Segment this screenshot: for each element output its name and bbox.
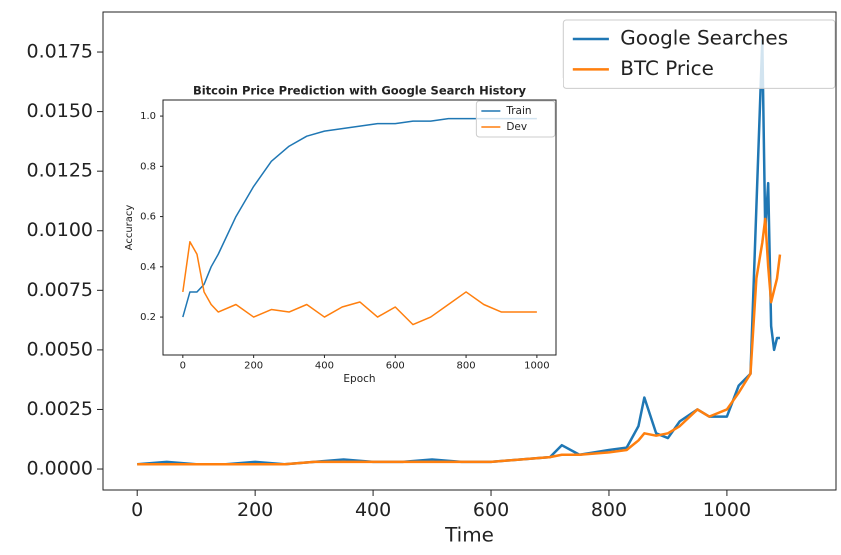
y-tick-label: 0.0100 xyxy=(27,219,93,241)
y-tick-label: 0.0125 xyxy=(27,160,93,182)
x-tick-label: 1000 xyxy=(524,361,549,372)
series-line xyxy=(137,217,782,466)
y-tick-label: 0.6 xyxy=(140,212,156,223)
legend-box xyxy=(562,19,836,89)
y-tick-label: 0.0050 xyxy=(27,338,93,360)
y-tick-label: 1.0 xyxy=(140,111,156,122)
x-tick-label: 200 xyxy=(244,361,263,372)
x-tick-label: 0 xyxy=(180,361,186,372)
plot-frame xyxy=(102,11,837,491)
y-tick-label: 0.8 xyxy=(140,161,156,172)
legend-label: BTC Price xyxy=(620,56,714,80)
legend-box xyxy=(475,100,556,138)
y-tick-label: 0.0150 xyxy=(27,100,93,122)
legend-label: Train xyxy=(505,105,531,117)
series-line xyxy=(182,117,537,318)
x-tick-label: 400 xyxy=(355,499,391,521)
legend-label: Dev xyxy=(506,121,527,133)
series-line xyxy=(182,240,537,326)
legend-label: Google Searches xyxy=(620,26,788,50)
x-tick-label: 600 xyxy=(473,499,509,521)
x-axis-label: Epoch xyxy=(343,373,375,385)
y-tick-label: 0.0000 xyxy=(27,458,93,480)
y-axis-label: Accuracy xyxy=(124,205,135,251)
x-tick-label: 800 xyxy=(591,499,627,521)
y-tick-label: 0.2 xyxy=(140,312,156,323)
y-tick-label: 0.0075 xyxy=(27,279,93,301)
x-tick-label: 600 xyxy=(386,361,405,372)
y-tick-label: 0.4 xyxy=(140,262,156,273)
plot-frame xyxy=(162,99,557,356)
chart-title: Bitcoin Price Prediction with Google Sea… xyxy=(193,84,527,98)
y-tick-label: 0.0025 xyxy=(27,398,93,420)
x-tick-label: 200 xyxy=(237,499,273,521)
x-axis-label: Time xyxy=(444,522,494,546)
x-tick-label: 0 xyxy=(131,499,143,521)
x-tick-label: 400 xyxy=(315,361,334,372)
x-tick-label: 800 xyxy=(457,361,476,372)
y-tick-label: 0.0175 xyxy=(27,41,93,63)
x-tick-label: 1000 xyxy=(703,499,751,521)
